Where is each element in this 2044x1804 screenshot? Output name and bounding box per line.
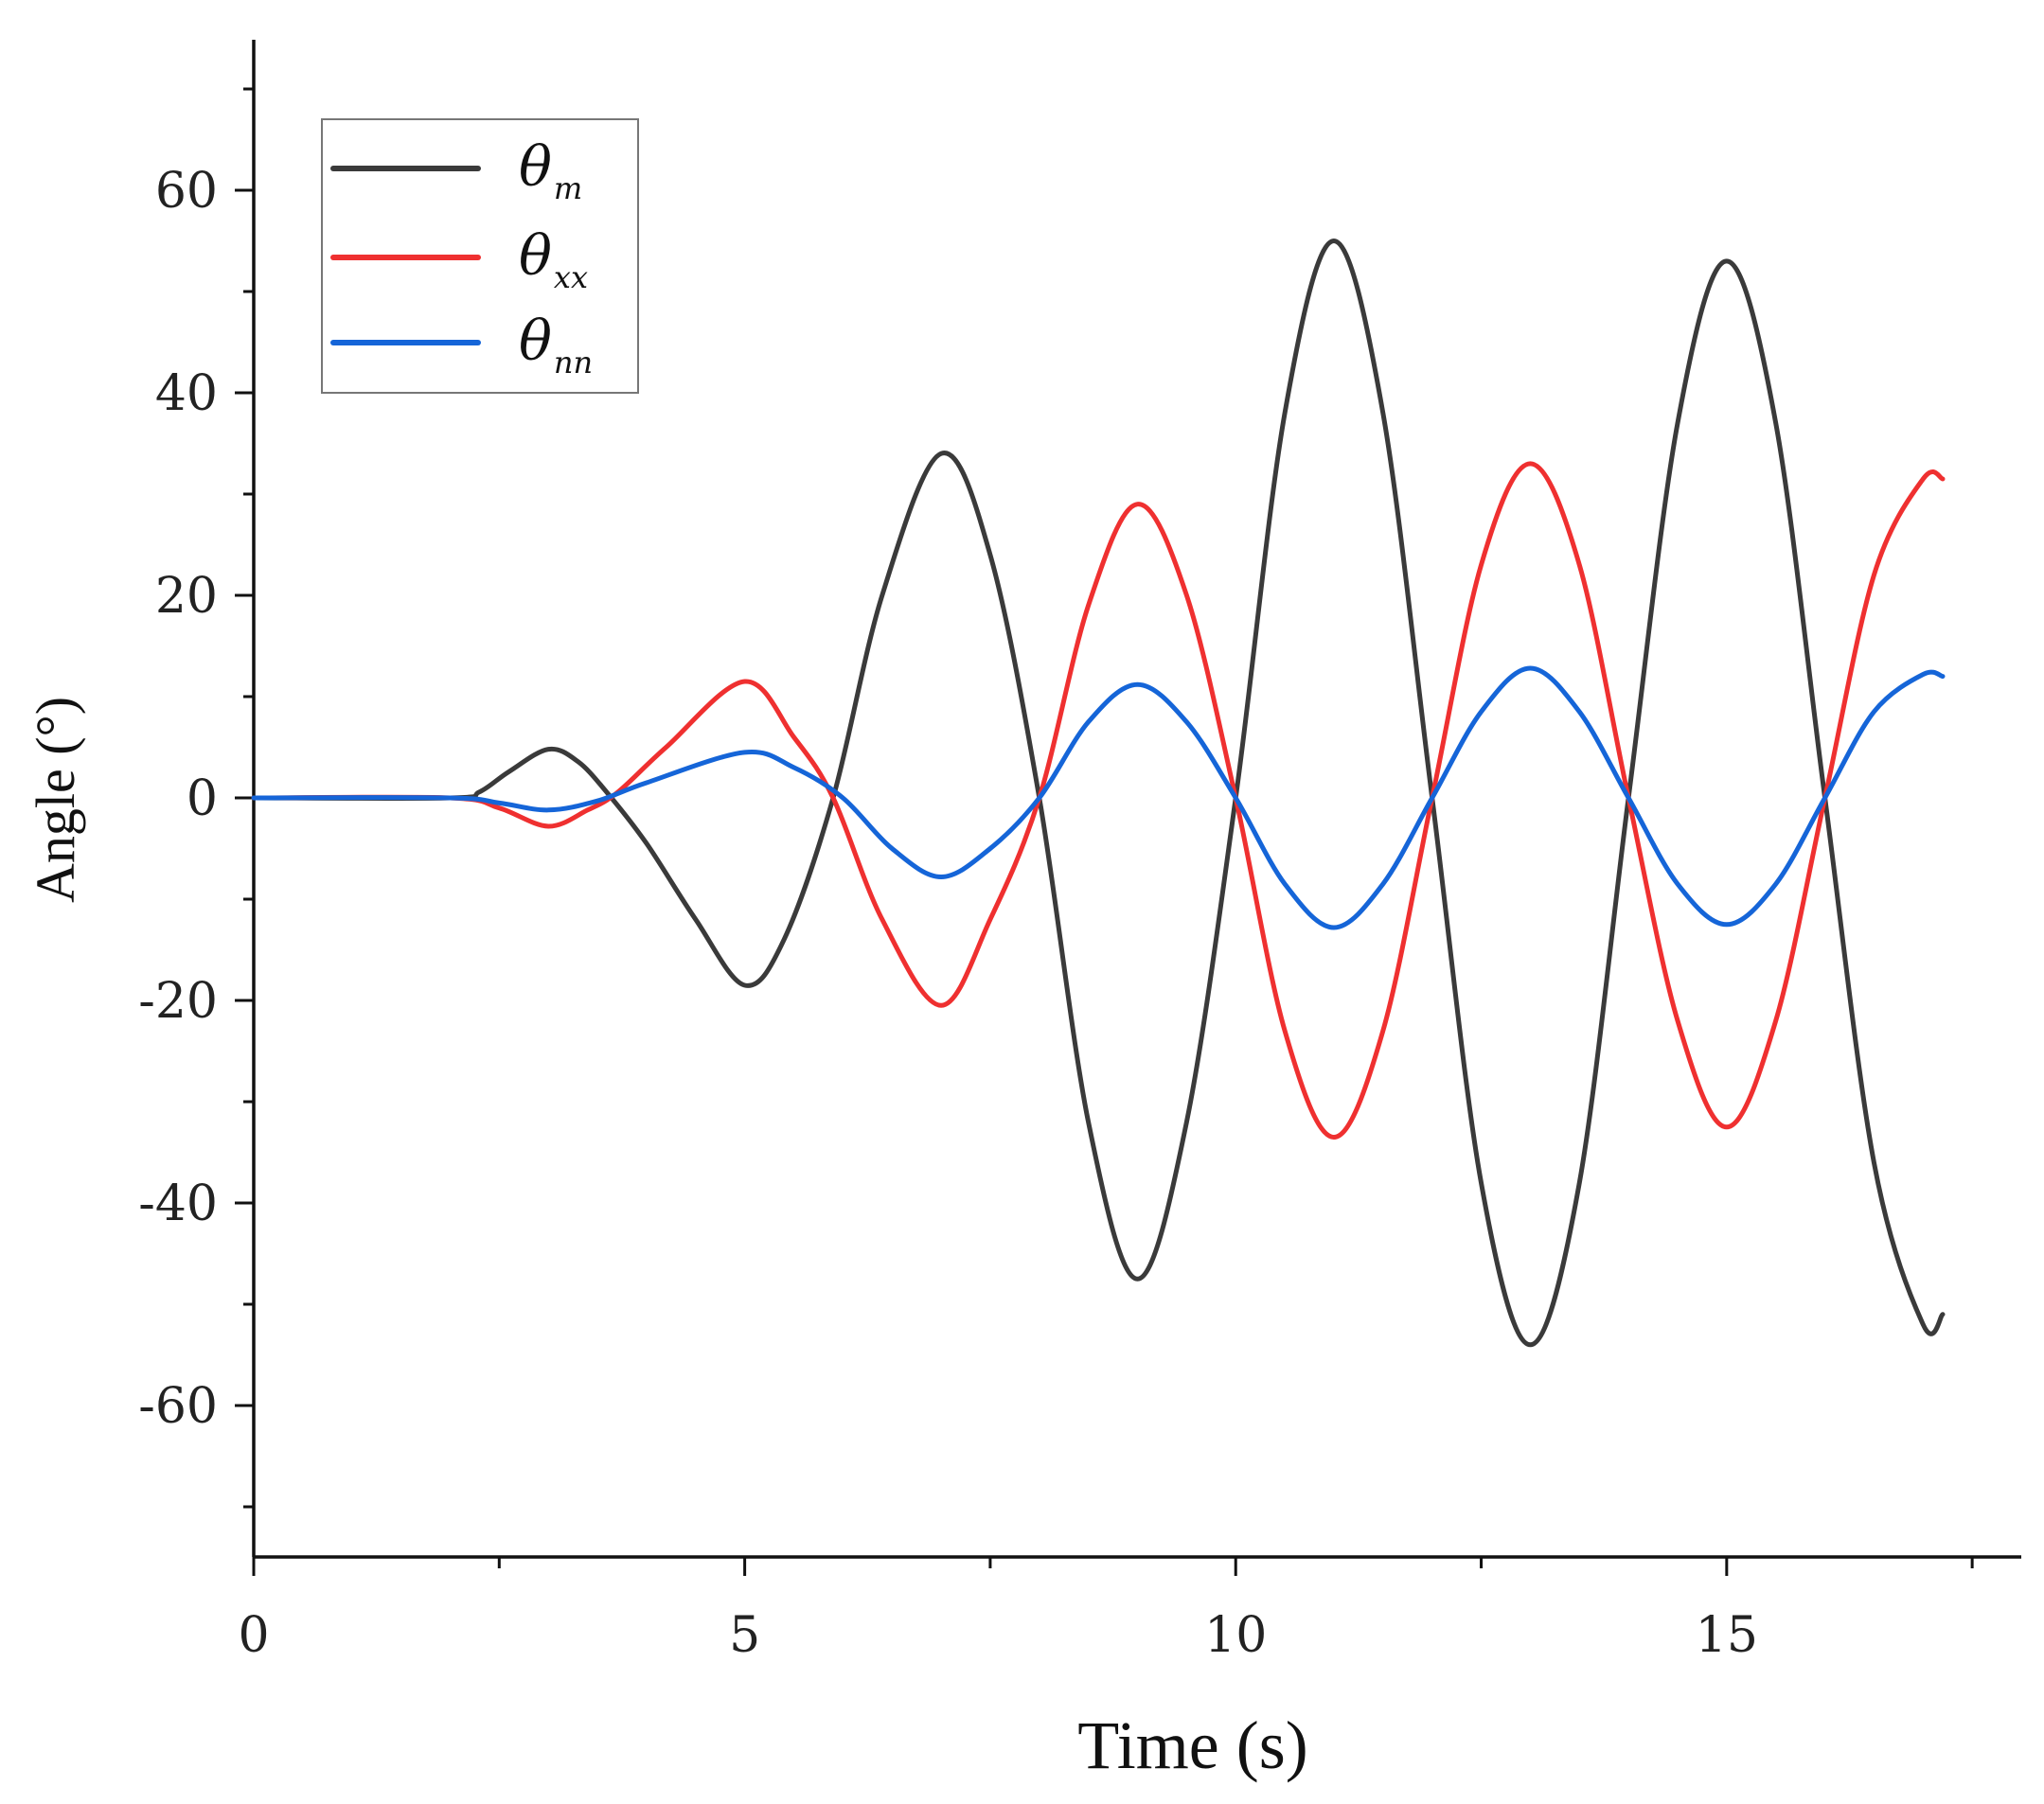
- y-tick-label: -20: [138, 973, 218, 1030]
- y-tick-label: 20: [155, 568, 218, 625]
- x-tick-label: 15: [1696, 1607, 1758, 1664]
- x-tick-label: 5: [729, 1607, 760, 1664]
- series-line-m: [251, 239, 1946, 1348]
- x-tick-label: 0: [238, 1607, 269, 1664]
- y-tick-label: 60: [155, 163, 218, 220]
- y-axis-label: Angle (°): [25, 697, 86, 903]
- y-tick-label: 0: [187, 770, 218, 827]
- y-tick-label: -60: [138, 1378, 218, 1435]
- ticks: [235, 87, 1974, 1576]
- x-axis-label: Time (s): [1077, 1707, 1307, 1783]
- x-tick-label: 10: [1204, 1607, 1267, 1664]
- y-tick-label: -40: [138, 1176, 218, 1232]
- series-layer: [251, 239, 1946, 1348]
- series-line-nn: [251, 665, 1946, 930]
- tick-labels: 0 5 10 15 60 40 20 0 -20 -40 -60: [138, 163, 1758, 1664]
- series-line-xx: [251, 461, 1946, 1140]
- y-tick-label: 40: [155, 365, 218, 422]
